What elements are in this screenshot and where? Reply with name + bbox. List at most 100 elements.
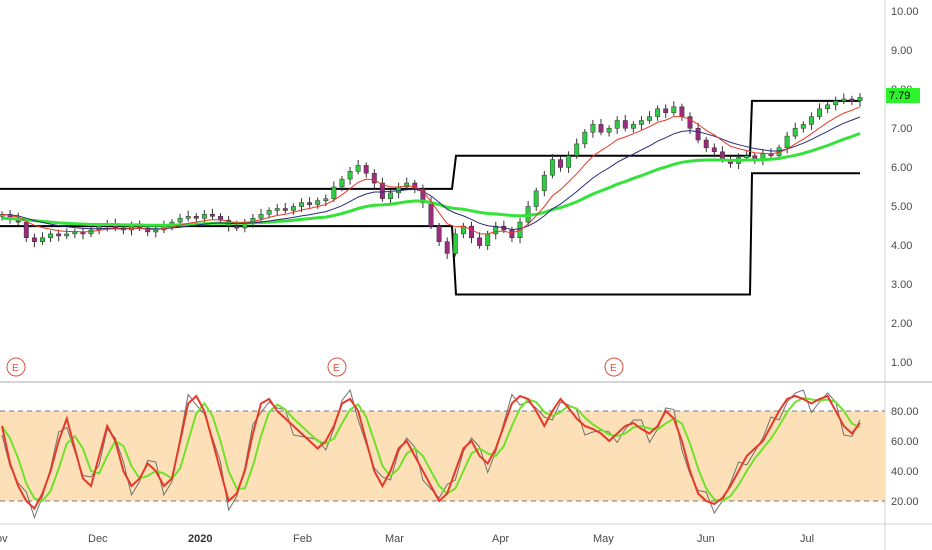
- candle-body: [315, 200, 321, 205]
- price-tick: 9.00: [891, 45, 912, 57]
- candle-body: [452, 233, 458, 254]
- stochastic-lines: [1, 388, 861, 520]
- candle-body: [274, 208, 280, 211]
- candle-body: [185, 216, 191, 219]
- price-pane[interactable]: [0, 0, 885, 380]
- time-axis[interactable]: ov Dec 2020 Feb Mar Apr May Jun Jul: [0, 533, 814, 545]
- candle-body: [193, 216, 199, 219]
- candle-body: [299, 202, 304, 207]
- moving-averages: [1, 106, 861, 235]
- candle-body: [331, 186, 337, 199]
- price-tick: 4.00: [891, 240, 912, 252]
- candle-body: [574, 143, 580, 156]
- stochastic-tick: 40.00: [891, 466, 919, 478]
- candle-body: [23, 221, 29, 238]
- candle-body: [153, 229, 159, 233]
- time-label: Feb: [293, 533, 312, 545]
- candle-body: [841, 98, 847, 102]
- earnings-marker-label: E: [610, 363, 617, 374]
- candle-body: [744, 155, 750, 158]
- candle-body: [323, 198, 329, 201]
- candle-body: [404, 182, 410, 188]
- stochastic-tick: 60.00: [891, 436, 919, 448]
- candle-body: [590, 124, 596, 133]
- earnings-marker-label: E: [12, 363, 19, 374]
- candle-body: [825, 104, 831, 109]
- price-axis[interactable]: 10.00 9.00 8.00 7.00 6.00 5.00 4.00 3.00…: [891, 6, 919, 369]
- candle-body: [209, 214, 215, 217]
- price-tick: 1.00: [891, 357, 912, 369]
- candle-body: [234, 225, 240, 229]
- time-label: Jun: [697, 533, 715, 545]
- price-tick: 7.00: [891, 123, 912, 135]
- candle-body: [833, 100, 839, 106]
- candle-body: [96, 225, 102, 231]
- candle-body: [56, 233, 62, 237]
- stochastic-axis[interactable]: 80.00 60.00 40.00 20.00: [891, 406, 919, 508]
- stochastic-tick: 80.00: [891, 406, 919, 418]
- candle-body: [784, 135, 790, 149]
- time-label: 2020: [188, 533, 212, 545]
- candle-body: [849, 98, 855, 102]
- earnings-marker[interactable]: E: [327, 357, 347, 377]
- candle-body: [72, 231, 78, 235]
- candle-body: [31, 237, 37, 242]
- price-tick: 2.00: [891, 318, 912, 330]
- time-label: May: [593, 533, 614, 545]
- stochastic-k-line: [1, 394, 861, 511]
- price-tick: 5.00: [891, 201, 912, 213]
- candle-body: [671, 106, 677, 113]
- candle-body: [687, 116, 693, 129]
- candle-body: [420, 188, 426, 203]
- moving-average-fast: [1, 106, 861, 235]
- candle-body: [558, 159, 563, 168]
- candle-body: [444, 241, 450, 254]
- candle-body: [857, 97, 863, 102]
- candle-body: [436, 225, 442, 242]
- candle-body: [64, 233, 70, 237]
- time-label: Apr: [492, 533, 509, 545]
- candle-body: [396, 186, 402, 194]
- candle-body: [663, 108, 669, 113]
- candle-body: [549, 159, 555, 176]
- candle-body: [711, 147, 717, 152]
- candle-body: [371, 173, 377, 184]
- earnings-marker-label: E: [333, 363, 340, 374]
- candle-body: [266, 210, 272, 215]
- candle-body: [817, 108, 822, 117]
- candle-body: [533, 190, 539, 207]
- time-label: ov: [0, 533, 8, 545]
- candle-body: [485, 233, 491, 246]
- moving-average-long: [1, 131, 861, 227]
- last-price-label: 7.79: [889, 90, 910, 102]
- candle-body: [469, 225, 474, 239]
- candle-body: [363, 165, 369, 174]
- candle-body: [622, 120, 628, 129]
- candle-body: [48, 233, 54, 239]
- time-label: Jul: [800, 533, 814, 545]
- candle-body: [719, 151, 725, 160]
- last-price-tag: 7.79: [886, 88, 920, 103]
- candle-body: [582, 131, 588, 145]
- candle-body: [379, 182, 385, 199]
- candle-body: [638, 120, 644, 125]
- channel-lower-line: [0, 172, 860, 296]
- candle-body: [477, 237, 483, 246]
- candle-body: [800, 124, 806, 129]
- candle-body: [307, 202, 313, 205]
- time-label: Mar: [385, 533, 404, 545]
- candle-body: [614, 120, 620, 129]
- price-tick: 6.00: [891, 162, 912, 174]
- stochastic-tick: 20.00: [891, 496, 919, 508]
- channel-upper-line: [0, 99, 860, 190]
- stochastic-d-line: [1, 396, 861, 503]
- candle-body: [258, 214, 264, 219]
- earnings-marker[interactable]: E: [6, 357, 26, 377]
- time-label: Dec: [88, 533, 108, 545]
- earnings-marker[interactable]: E: [604, 357, 624, 377]
- candle-body: [695, 128, 701, 141]
- candle-body: [647, 116, 652, 121]
- candle-body: [808, 116, 814, 125]
- price-channel: [0, 99, 860, 296]
